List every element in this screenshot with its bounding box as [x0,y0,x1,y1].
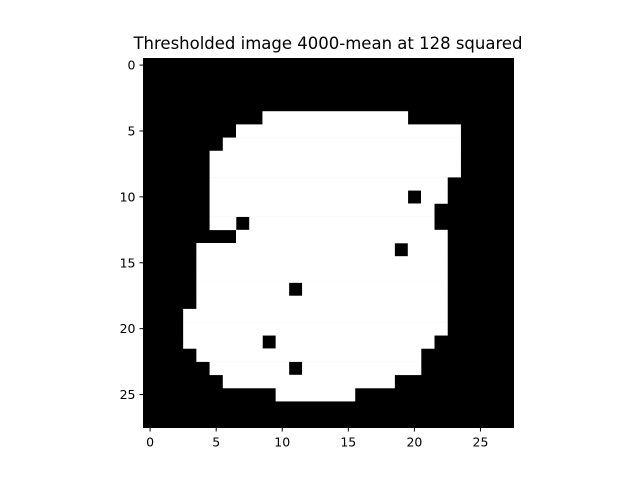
white-pixel-run-row-4-0 [262,111,409,125]
white-pixel-run-row-14-1 [407,243,448,257]
white-pixel-run-row-20-0 [183,322,448,336]
white-pixel-run-row-23-0 [209,361,290,376]
white-pixel-run-row-7-0 [209,150,461,165]
x-tick-label-5: 5 [212,435,220,450]
white-pixel-run-row-17-1 [302,282,448,297]
white-pixel-run-row-15-0 [196,256,448,270]
x-tick-label-15: 15 [340,435,356,450]
white-pixel-run-row-21-1 [275,335,435,349]
white-pixel-run-row-17-0 [196,282,290,297]
white-pixel-run-row-22-0 [196,348,422,362]
white-pixel-run-row-18-0 [196,295,448,310]
white-pixel-run-row-10-0 [209,190,409,204]
white-pixel-run-row-6-0 [222,137,461,152]
x-tick-label-25: 25 [473,435,489,450]
white-pixel-run-row-5-0 [236,124,461,138]
white-pixel-run-row-25-0 [275,387,356,402]
white-pixel-run-row-8-0 [209,163,461,178]
white-pixel-run-row-24-0 [222,374,395,389]
white-pixel-run-row-10-1 [421,190,448,204]
white-pixel-run-row-23-1 [302,361,422,376]
chart-title: Thresholded image 4000-mean at 128 squar… [132,34,522,53]
y-axis: 0 5 10 15 20 25 [120,58,144,402]
x-axis: 0 5 10 15 20 25 [146,427,489,450]
y-tick-label-20: 20 [120,321,136,336]
white-pixel-run-row-11-0 [209,203,435,217]
white-pixel-run-row-9-0 [209,177,448,191]
white-pixel-run-row-12-0 [209,216,237,231]
white-pixel-run-row-14-0 [196,243,395,257]
white-pixel-run-row-13-0 [236,229,448,244]
x-tick-label-20: 20 [406,435,422,450]
y-tick-label-25: 25 [120,387,136,402]
white-pixel-run-row-12-1 [249,216,435,231]
y-tick-label-10: 10 [120,189,136,204]
white-pixel-run-row-19-0 [183,308,448,323]
y-tick-label-5: 5 [128,123,136,138]
white-pixel-run-row-21-0 [183,335,263,349]
thresholded-image [143,58,514,428]
x-tick-label-0: 0 [146,435,154,450]
white-pixel-run-row-16-0 [196,269,448,283]
y-tick-label-15: 15 [120,255,136,270]
axes-frame [143,58,514,428]
x-tick-label-10: 10 [274,435,290,450]
y-tick-label-0: 0 [128,58,136,73]
